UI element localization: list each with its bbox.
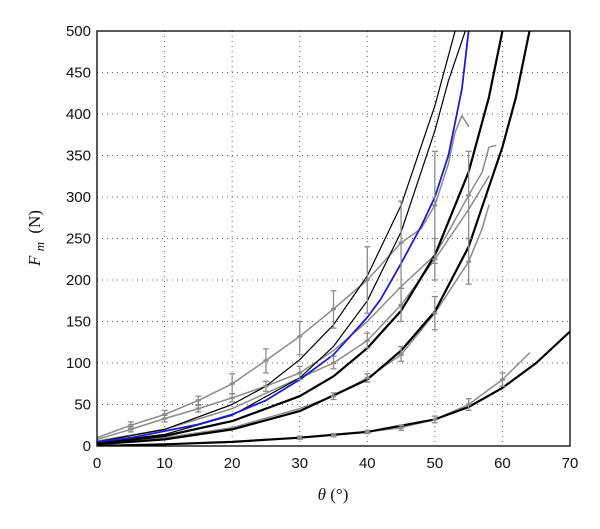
series-line-gray-8 — [97, 144, 497, 441]
error-bar — [398, 345, 405, 362]
error-bar — [398, 287, 405, 323]
x-tick-label: 10 — [156, 455, 173, 472]
error-bar — [330, 290, 337, 329]
x-tick-label: 60 — [494, 455, 511, 472]
error-bar — [465, 398, 472, 411]
error-bar — [431, 295, 438, 331]
error-bar-layer — [127, 150, 506, 441]
error-bar — [127, 426, 134, 433]
error-bar — [296, 435, 303, 441]
series-line-blue-6 — [97, 31, 470, 443]
error-bar — [465, 237, 472, 285]
x-axis-symbol: θ — [318, 485, 326, 504]
series-line-gray-7 — [97, 114, 470, 439]
error-bar — [161, 414, 168, 423]
x-axis-unit: (°) — [330, 485, 348, 504]
y-axis-symbol: F — [25, 255, 44, 267]
error-bar — [330, 392, 337, 401]
x-tick-label: 0 — [93, 455, 101, 472]
y-tick-label: 250 — [66, 231, 91, 248]
error-bar — [262, 348, 269, 374]
y-tick-label: 450 — [66, 65, 91, 82]
error-bar — [364, 246, 371, 314]
error-bar — [364, 373, 371, 383]
series-line-gray-10 — [97, 204, 490, 445]
x-tick-label: 30 — [291, 455, 308, 472]
error-bar — [499, 372, 506, 387]
error-bar — [330, 355, 337, 370]
y-tick-label: 500 — [66, 23, 91, 40]
y-tick-labels: 0 50 100 150 200 250 300 350 400 450 500 — [66, 23, 91, 455]
series-line-black-1 — [97, 31, 456, 443]
y-tick-label: 150 — [66, 314, 91, 331]
error-bar — [296, 320, 303, 356]
error-bar — [364, 332, 371, 349]
error-bar — [431, 237, 438, 281]
y-tick-label: 300 — [66, 189, 91, 206]
y-tick-label: 100 — [66, 355, 91, 372]
y-tick-label: 400 — [66, 106, 91, 123]
x-axis-title: θ (°) — [318, 485, 349, 504]
y-tick-label: 200 — [66, 272, 91, 289]
y-tick-label: 50 — [74, 397, 91, 414]
y-tick-label: 0 — [83, 438, 91, 455]
error-bar — [262, 380, 269, 392]
error-bar — [195, 404, 202, 413]
y-axis-title: F m (N) — [25, 210, 48, 267]
error-bar — [195, 395, 202, 406]
plot-frame — [96, 30, 571, 447]
y-axis-subscript: m — [32, 242, 47, 251]
y-axis-unit: (N) — [25, 210, 44, 234]
error-bar — [296, 365, 303, 381]
error-bar — [330, 432, 337, 438]
x-tick-label: 20 — [224, 455, 241, 472]
x-tick-label: 70 — [562, 455, 579, 472]
error-bar — [398, 424, 405, 431]
error-bar — [431, 415, 438, 424]
error-bar — [229, 373, 236, 395]
grid — [97, 31, 570, 446]
x-tick-label: 50 — [427, 455, 444, 472]
y-tick-label: 350 — [66, 148, 91, 165]
x-tick-label: 40 — [359, 455, 376, 472]
series-line-gray-9 — [97, 175, 490, 442]
x-tick-labels: 0 10 20 30 40 50 60 70 — [93, 455, 579, 472]
error-bar — [229, 393, 236, 403]
series-line-black-4 — [97, 31, 531, 446]
error-bar — [364, 429, 371, 435]
